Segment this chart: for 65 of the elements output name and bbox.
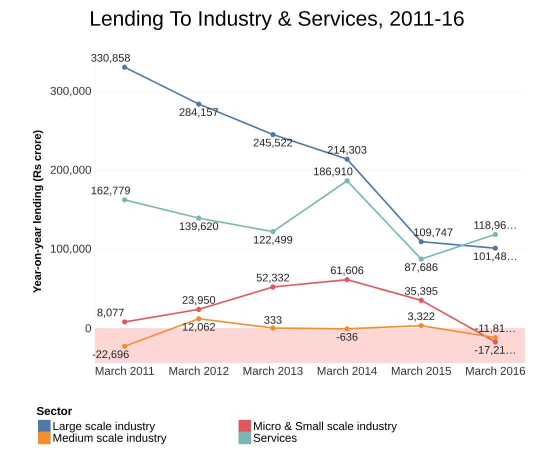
y-tick-label: 100,000: [50, 244, 92, 254]
data-label: 109,747: [414, 228, 452, 238]
point: [270, 284, 276, 290]
data-label: 162,779: [92, 186, 130, 196]
point: [196, 306, 202, 312]
x-tick-label: March 2013: [244, 366, 303, 375]
data-label: 87,686: [404, 263, 438, 272]
point: [418, 323, 424, 328]
data-label: 245,522: [254, 138, 292, 148]
y-tick-label: 200,000: [50, 166, 92, 176]
point: [196, 216, 202, 221]
legend-label: Large scale industry: [54, 422, 156, 432]
data-label: -11,81…: [475, 324, 514, 334]
point: [122, 319, 128, 324]
x-tick-label: March 2015: [392, 366, 451, 375]
point: [344, 156, 350, 162]
data-label: 118,96…: [474, 221, 516, 230]
data-label: 12,062: [182, 322, 215, 332]
point: [492, 335, 498, 340]
data-label: 330,858: [91, 54, 130, 64]
legend-title: Sector: [36, 406, 72, 416]
data-label: -22,696: [92, 350, 129, 360]
data-label: 186,910: [314, 168, 352, 177]
point: [344, 326, 350, 332]
point: [196, 101, 202, 107]
data-label: 101,48…: [474, 252, 516, 262]
point: [344, 178, 350, 184]
data-label: 23,950: [182, 296, 216, 306]
x-tick-label: March 2014: [318, 366, 377, 375]
point: [418, 239, 424, 244]
point: [196, 316, 202, 322]
data-label: 52,332: [256, 274, 290, 283]
x-tick-label: March 2012: [169, 366, 228, 375]
x-tick-label: March 2011: [96, 366, 154, 375]
point: [418, 298, 424, 303]
point: [270, 132, 276, 138]
data-label: 35,395: [404, 287, 438, 296]
data-label: 139,620: [180, 222, 218, 232]
data-label: 122,499: [254, 236, 292, 245]
data-label: 61,606: [330, 266, 364, 276]
data-label: -636: [336, 332, 358, 341]
point: [122, 344, 128, 349]
legend-label: Medium scale industry: [54, 434, 166, 444]
chart-title: Lending To Industry & Services, 2011-16: [91, 10, 464, 30]
data-label: -17,21…: [474, 346, 515, 356]
point: [270, 229, 276, 234]
y-tick-label: 300,000: [50, 86, 92, 96]
legend-label: Micro & Small scale industry: [254, 422, 397, 432]
point: [492, 232, 498, 238]
point: [270, 325, 276, 331]
point: [492, 339, 498, 344]
data-label: 284,157: [180, 108, 218, 118]
point: [418, 256, 424, 262]
point: [122, 197, 128, 202]
point: [122, 64, 128, 70]
data-label: 8,077: [97, 308, 124, 318]
data-label: 214,303: [328, 146, 366, 155]
point: [492, 246, 498, 251]
y-tick-label: 0: [86, 324, 92, 332]
y-axis-title: Year-on-year lending (Rs crore): [32, 130, 44, 293]
data-label: 333: [264, 316, 282, 324]
legend-label: Services: [254, 434, 297, 442]
x-tick-label: March 2016: [466, 366, 526, 375]
point: [344, 277, 350, 282]
data-label: 3,322: [408, 312, 434, 322]
